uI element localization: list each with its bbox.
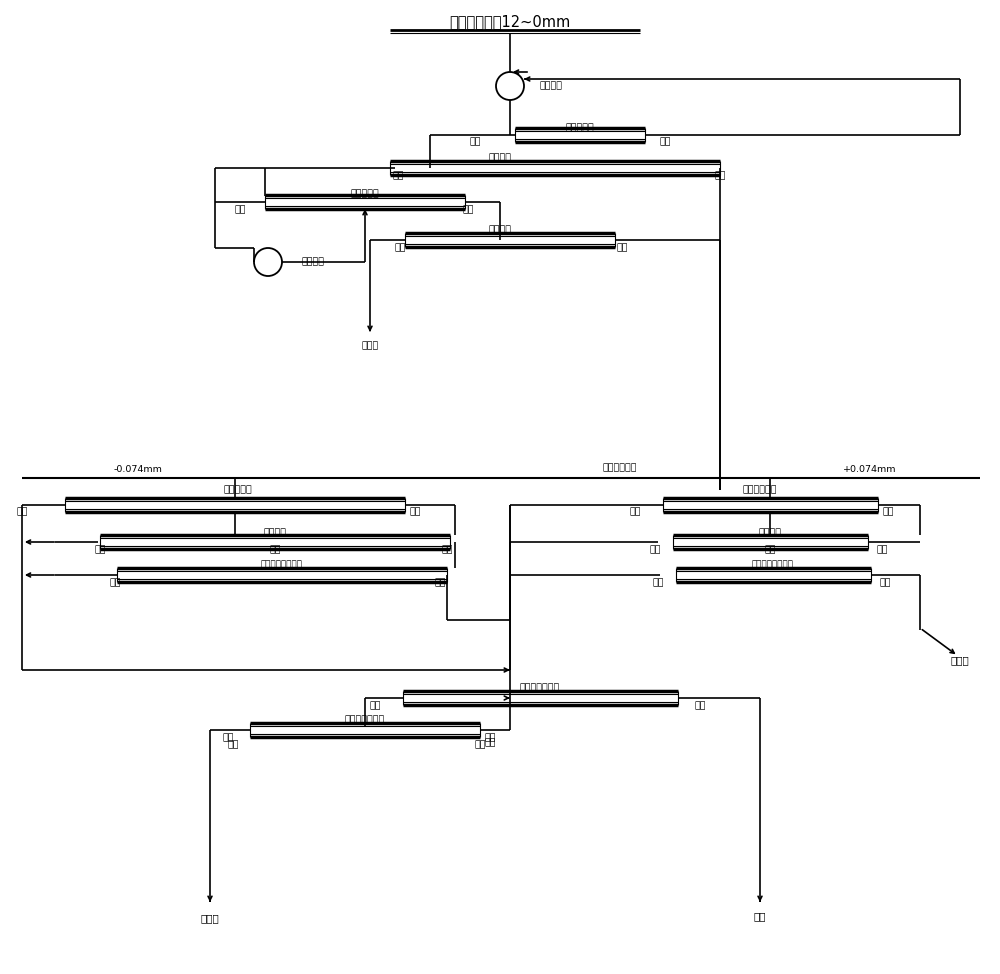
Text: 沉砂: 沉砂 [474, 740, 486, 750]
Text: 溢流: 溢流 [222, 733, 234, 742]
Text: 二段选螺旋流器: 二段选螺旋流器 [345, 716, 385, 725]
Text: 中矿: 中矿 [269, 545, 281, 554]
Text: 溢流: 溢流 [16, 507, 28, 516]
Text: 尾矿: 尾矿 [616, 244, 628, 252]
Text: 二段磁选: 二段磁选 [488, 226, 512, 235]
Text: 精矿: 精矿 [441, 545, 453, 554]
Text: 二段球磨: 二段球磨 [302, 257, 325, 267]
Text: 底流: 底流 [659, 137, 671, 146]
Text: 细砂摇床: 细砂摇床 [264, 529, 287, 538]
Text: 尾矿: 尾矿 [109, 579, 121, 587]
Text: 细筛筛分分级: 细筛筛分分级 [603, 464, 637, 472]
Text: 精矿: 精矿 [876, 545, 888, 554]
Text: 尾矿: 尾矿 [754, 911, 766, 921]
Text: 沉砂: 沉砂 [484, 738, 496, 747]
Text: 溢流: 溢流 [462, 206, 474, 214]
Text: 精矿: 精矿 [392, 171, 404, 180]
Text: 精矿: 精矿 [882, 507, 894, 516]
Text: 溢流: 溢流 [469, 137, 481, 146]
Text: 尾矿: 尾矿 [94, 545, 106, 554]
Text: 溢流: 溢流 [369, 701, 381, 710]
Text: 尾矿: 尾矿 [629, 507, 641, 516]
Text: 底流: 底流 [234, 206, 246, 214]
Text: 分级旋流器: 分级旋流器 [351, 190, 379, 199]
Text: -0.074mm: -0.074mm [114, 466, 162, 474]
Text: 中矿: 中矿 [764, 545, 776, 554]
Text: 脱泥旋流器: 脱泥旋流器 [224, 485, 252, 495]
Text: 底流: 底流 [409, 507, 421, 516]
Text: 沉砂: 沉砂 [484, 733, 496, 742]
Text: 粗选螺旋溜槽: 粗选螺旋溜槽 [743, 485, 777, 495]
Text: 分级旋流器: 分级旋流器 [566, 124, 594, 132]
Text: 尾矿: 尾矿 [649, 545, 661, 554]
Text: 精矿: 精矿 [394, 244, 406, 252]
Text: 一段磁选: 一段磁选 [488, 154, 512, 163]
Text: 溢流: 溢流 [227, 740, 239, 750]
Text: 一段球磨: 一段球磨 [540, 82, 563, 91]
Text: 沉砂: 沉砂 [694, 701, 706, 710]
Text: 粗砂扫选螺旋溜槽: 粗砂扫选螺旋溜槽 [752, 560, 794, 570]
Text: 硼精矿: 硼精矿 [201, 913, 219, 923]
Text: 铁精矿: 铁精矿 [361, 342, 379, 351]
Text: 细砂扫选螺旋溜槽: 细砂扫选螺旋溜槽 [261, 560, 303, 570]
Text: 精矿: 精矿 [434, 579, 446, 587]
Text: 铀精矿: 铀精矿 [951, 655, 969, 665]
Text: 含铀含硼铁矿12~0mm: 含铀含硼铁矿12~0mm [449, 15, 571, 29]
Text: 精矿: 精矿 [879, 579, 891, 587]
Text: 粗砂摇床: 粗砂摇床 [759, 529, 782, 538]
Text: 尾矿: 尾矿 [714, 171, 726, 180]
Text: 尾矿: 尾矿 [652, 579, 664, 587]
Text: 一段选螺旋流器: 一段选螺旋流器 [520, 684, 560, 693]
Text: +0.074mm: +0.074mm [843, 466, 897, 474]
